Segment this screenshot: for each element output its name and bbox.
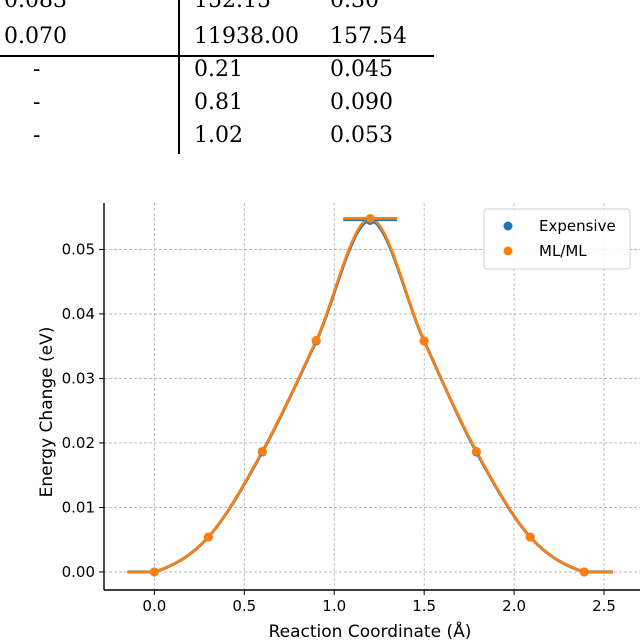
x-tick-label: 0.5	[232, 597, 256, 615]
x-tick-label: 1.0	[322, 597, 346, 615]
table-cell: 157.54	[330, 24, 407, 49]
table-cell: 0.083	[4, 0, 67, 13]
legend-box	[483, 208, 631, 270]
table-cell: 1.02	[194, 123, 243, 148]
y-tick-label: 0.01	[62, 498, 95, 516]
x-axis-label: Reaction Coordinate (Å)	[269, 620, 472, 642]
chart-axes	[103, 203, 640, 591]
legend-marker	[503, 246, 513, 256]
chart-series-lines	[127, 216, 613, 574]
table-cell: 0.30	[330, 0, 379, 13]
series-line-expensive	[127, 218, 613, 574]
x-tick-label: 2.0	[502, 597, 526, 615]
data-point	[203, 532, 213, 542]
x-tick-label: 2.5	[592, 597, 616, 615]
x-tick-label: 0.0	[142, 597, 166, 615]
data-point	[579, 567, 589, 577]
table-cell: 0.053	[330, 123, 393, 148]
table-cell: 11938.00	[194, 24, 299, 49]
data-point	[471, 446, 481, 456]
table-cell: 0.81	[194, 90, 243, 115]
table-cell: 0.070	[4, 24, 67, 49]
chart-series-points	[149, 213, 589, 577]
legend-marker	[503, 221, 513, 231]
data-point	[419, 336, 429, 346]
table-column-rule	[178, 0, 180, 154]
table-cell: -	[33, 123, 41, 148]
data-point	[365, 213, 375, 223]
y-tick-label: 0.00	[62, 563, 95, 581]
x-tick-label: 1.5	[412, 597, 436, 615]
y-tick-label: 0.04	[62, 305, 95, 323]
legend-label: Expensive	[539, 217, 616, 235]
series-line-ml-ml	[127, 217, 613, 574]
table-rule	[0, 55, 434, 57]
y-tick-label: 0.03	[62, 369, 95, 387]
table-cell: 0.21	[194, 57, 243, 82]
data-point	[311, 335, 321, 345]
chart-ticks: 0.0 0.5 1.0 1.5 2.0 2.5 0.00 0.01 0.02 0.03 0.04 0.…	[62, 240, 616, 615]
table-cell: -	[33, 57, 41, 82]
y-tick-label: 0.05	[62, 240, 95, 258]
data-point	[149, 567, 159, 577]
table-cell: -	[33, 90, 41, 115]
data-point	[525, 532, 535, 542]
data-point	[257, 446, 267, 456]
table-cell: 0.045	[330, 57, 393, 82]
table-cell: 0.090	[330, 90, 393, 115]
y-tick-label: 0.02	[62, 434, 95, 452]
y-axis-label: Energy Change (eV)	[37, 327, 57, 498]
legend-label: ML/ML	[539, 242, 587, 260]
table-cell: 152.15	[194, 0, 271, 13]
chart-legend: Expensive ML/ML	[483, 208, 631, 270]
results-table: 0.083 152.15 0.30 0.070 11938.00 157.54 …	[0, 0, 640, 160]
chart-grid	[104, 203, 640, 590]
